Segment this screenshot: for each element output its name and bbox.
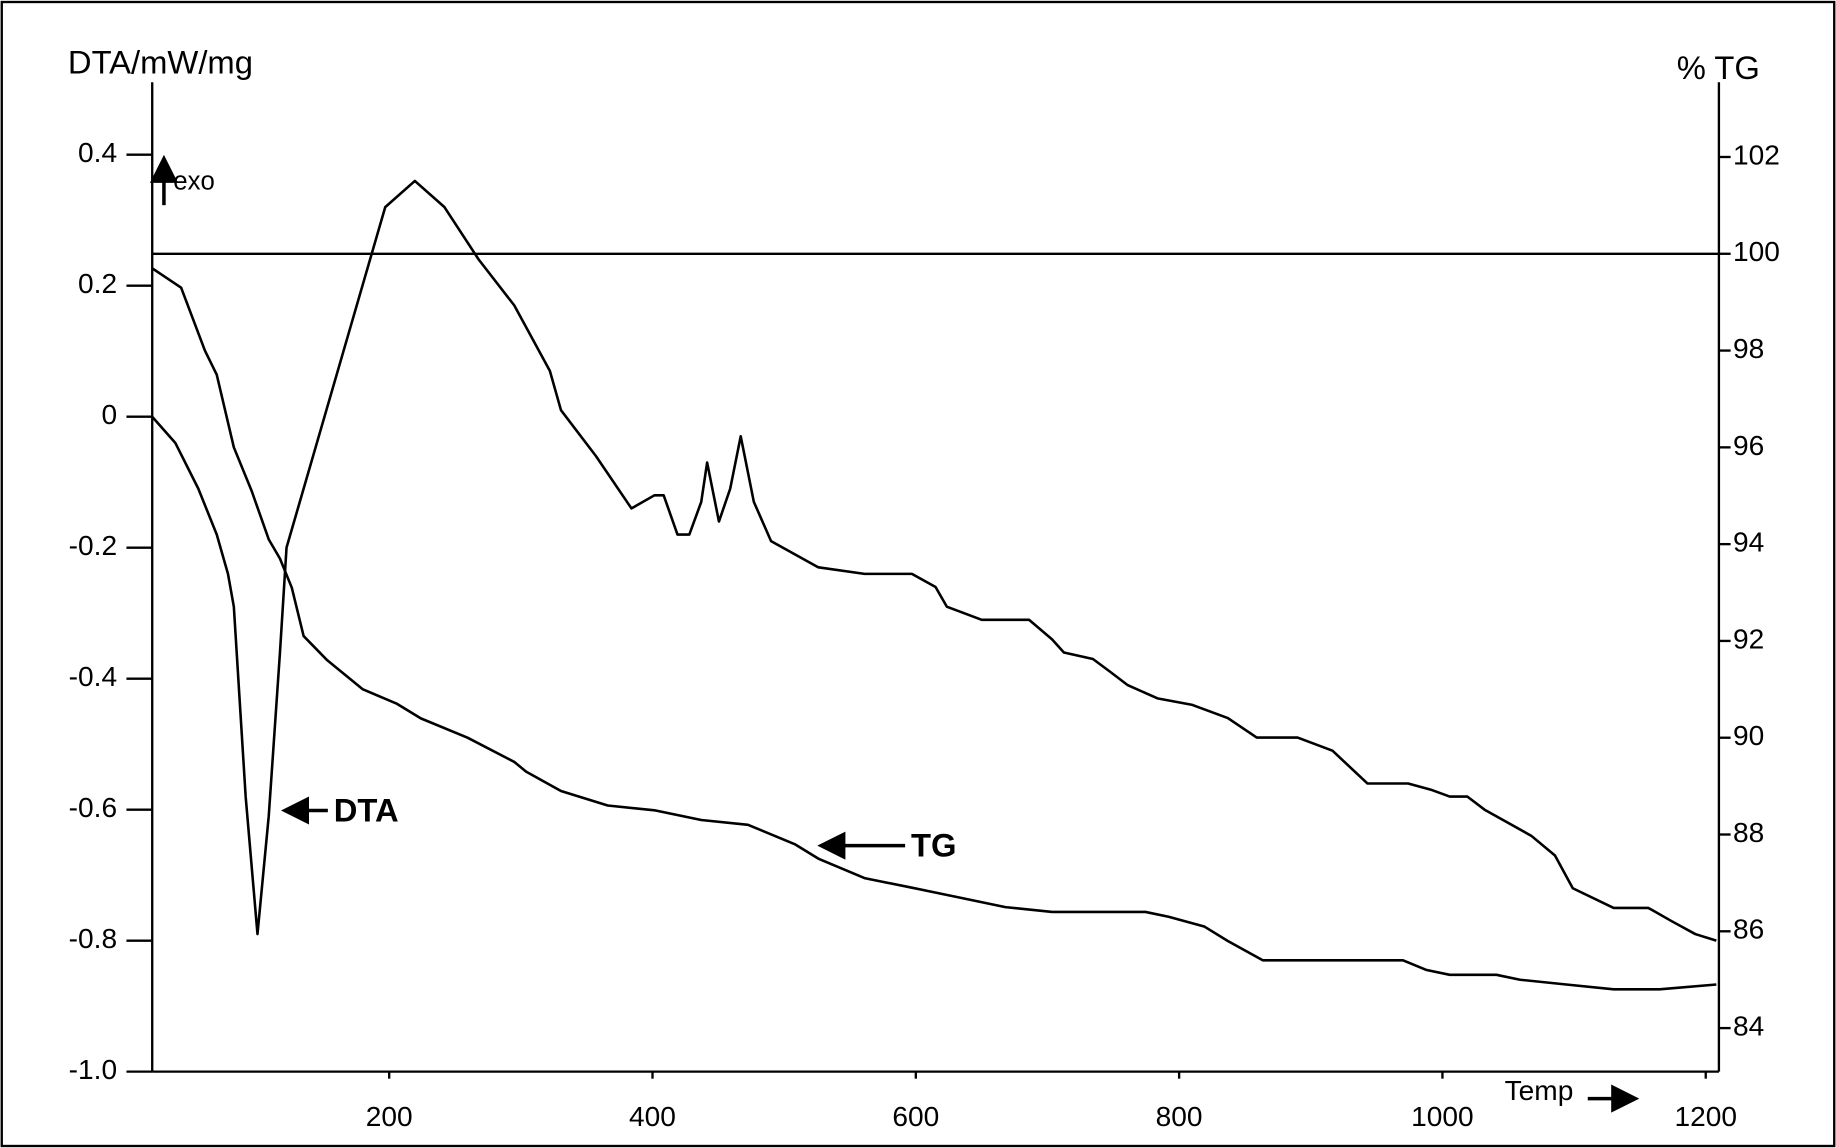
y2-tick-label: 92 <box>1733 623 1764 654</box>
y2-tick-label: 98 <box>1733 333 1764 364</box>
x-tick-label: 400 <box>629 1101 676 1132</box>
annotation: TG <box>911 827 957 864</box>
y2-tick-label: 84 <box>1733 1011 1764 1042</box>
y2-tick-label: 86 <box>1733 914 1764 945</box>
y2-tick-label: 88 <box>1733 817 1764 848</box>
y2-tick-label: 94 <box>1733 527 1764 558</box>
y-tick-label: -1.0 <box>69 1054 117 1085</box>
y2-axis-label: % TG <box>1677 49 1760 86</box>
y2-tick-label: 100 <box>1733 236 1780 267</box>
y-tick-label: 0.4 <box>78 137 117 168</box>
annotation: DTA <box>334 792 399 829</box>
x-tick-label: 1200 <box>1674 1101 1737 1132</box>
y2-tick-label: 102 <box>1733 139 1780 170</box>
y-tick-label: 0 <box>101 399 117 430</box>
data-line <box>151 267 1717 991</box>
annotation: Temp <box>1505 1075 1574 1106</box>
y2-tick-label: 96 <box>1733 430 1764 461</box>
y2-tick-label: 90 <box>1733 720 1764 751</box>
y-axis-label: DTA/mW/mg <box>68 43 253 80</box>
x-tick-label: 200 <box>366 1101 413 1132</box>
x-tick-label: 600 <box>892 1101 939 1132</box>
x-tick-label: 1000 <box>1411 1101 1474 1132</box>
y-tick-label: -0.4 <box>69 661 117 692</box>
y-tick-label: 0.2 <box>78 268 117 299</box>
x-tick-label: 800 <box>1156 1101 1203 1132</box>
annotation: exo <box>173 168 215 196</box>
y-tick-label: -0.8 <box>69 923 117 954</box>
y-tick-label: -0.6 <box>69 792 117 823</box>
y-tick-label: -0.2 <box>69 530 117 561</box>
data-line <box>151 179 1717 942</box>
